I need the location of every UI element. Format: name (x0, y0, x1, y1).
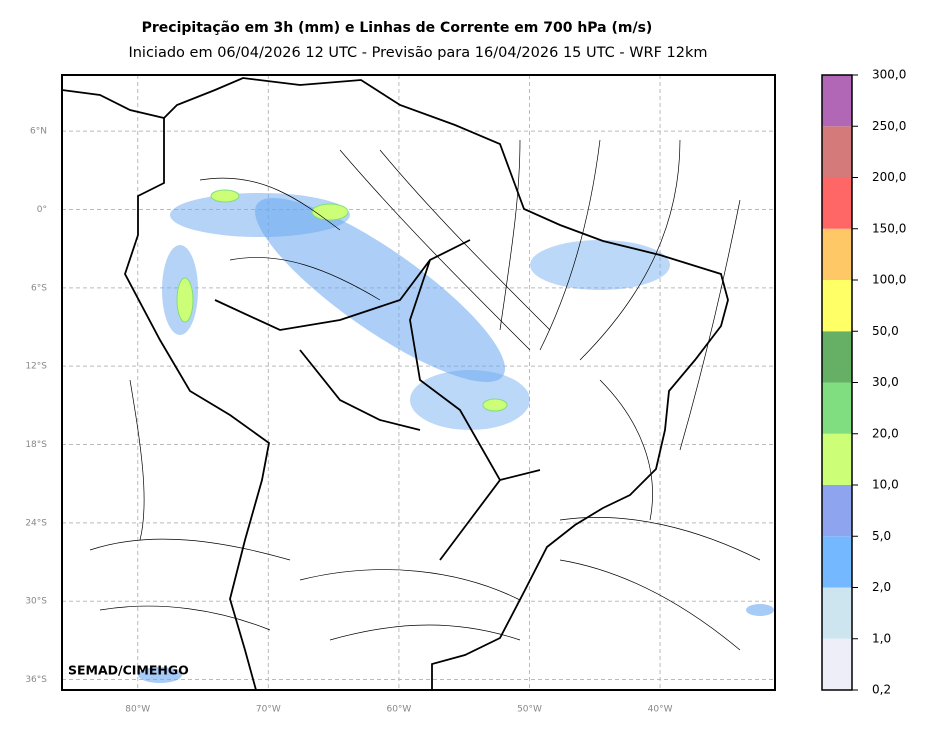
colorbar-segment (822, 126, 852, 178)
colorbar-label: 1,0 (872, 631, 891, 645)
colorbar-segment (822, 177, 852, 229)
rain-core (210, 189, 240, 203)
colorbar-segment (822, 331, 852, 383)
streamline (559, 559, 741, 651)
map-body: 6°N 0° 6°S 12°S 18°S 24°S 30°S 36°S 80°W 70°W 60°W… (25, 74, 776, 715)
lat-label: 24°S (25, 518, 47, 528)
colorbar-label: 250,0 (872, 119, 906, 133)
streamline (499, 139, 521, 331)
rain-area (170, 193, 350, 237)
map-background (62, 75, 775, 690)
colorbar-segment (822, 382, 852, 434)
streamline (299, 569, 521, 601)
colorbar-segment (822, 228, 852, 280)
colorbar-label: 200,0 (872, 170, 906, 184)
border (214, 239, 541, 561)
colorbar: 0,2 1,0 2,0 5,0 10,0 20,0 30,0 50,0 100,0 150,0 20… (821, 68, 906, 697)
grid (62, 75, 775, 690)
colorbar-label: 150,0 (872, 221, 906, 235)
streamline (379, 149, 551, 331)
colorbar-label: 2,0 (872, 580, 891, 594)
axis-labels: 6°N 0° 6°S 12°S 18°S 24°S 30°S 36°S 80°W 70°W 60°W… (25, 127, 672, 715)
colorbar-segment (822, 587, 852, 639)
streamline (129, 379, 145, 541)
title: Precipitação em 3h (mm) e Linhas de Corr… (142, 20, 653, 36)
rain-core (482, 398, 508, 412)
streamline (199, 177, 341, 231)
colorbar-segment (822, 485, 852, 537)
rain-area (410, 370, 530, 430)
streamline (339, 149, 531, 351)
precipitation (138, 189, 774, 683)
lon-label: 40°W (648, 705, 673, 715)
credit: SEMAD/CIMEHGO (68, 663, 189, 678)
colorbar-segment (822, 536, 852, 588)
streamline (329, 624, 521, 641)
colorbar-label: 300,0 (872, 68, 906, 82)
streamline (229, 257, 381, 301)
coastline (61, 89, 165, 119)
subtitle: Iniciado em 06/04/2026 12 UTC - Previsão… (128, 45, 707, 61)
colorbar-segment (822, 280, 852, 332)
colorbar-label: 50,0 (872, 324, 899, 338)
lat-label: 36°S (25, 675, 47, 685)
lon-label: 50°W (517, 705, 542, 715)
colorbar-label: 10,0 (872, 478, 899, 492)
lat-label: 0° (37, 205, 47, 215)
lat-label: 6°S (31, 283, 47, 293)
lon-label: 80°W (125, 705, 150, 715)
streamline (599, 379, 653, 521)
map-frame (61, 74, 776, 691)
streamlines (89, 139, 761, 651)
colorbar-label: 100,0 (872, 273, 906, 287)
colorbar-label: 30,0 (872, 375, 899, 389)
colorbar-label: 0,2 (872, 683, 891, 697)
streamline (579, 139, 681, 361)
lat-label: 12°S (25, 362, 47, 372)
lon-label: 60°W (386, 705, 411, 715)
streamline (679, 199, 741, 451)
colorbar-label: 20,0 (872, 426, 899, 440)
rain-area (138, 667, 182, 683)
rain-area (530, 240, 670, 290)
streamline (89, 538, 291, 561)
lat-label: 6°N (30, 127, 47, 137)
lat-label: 30°S (25, 597, 47, 607)
rain-area (255, 197, 505, 383)
lon-label: 70°W (256, 705, 281, 715)
colorbar-segment (822, 638, 852, 690)
coastline (124, 77, 729, 691)
rain-core (176, 277, 194, 323)
colorbar-segment (822, 75, 852, 127)
streamline (99, 605, 271, 631)
rain-area (746, 604, 774, 616)
colorbar-label: 5,0 (872, 529, 891, 543)
streamline (539, 139, 601, 351)
lat-label: 18°S (25, 440, 47, 450)
colorbar-segment (822, 433, 852, 485)
rain-core (311, 203, 349, 221)
